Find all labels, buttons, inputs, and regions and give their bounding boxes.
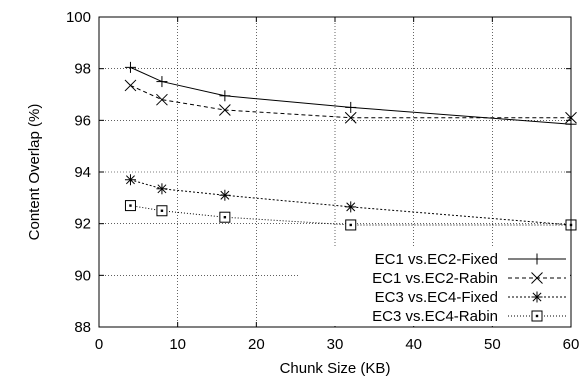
legend-entry: EC3 vs.EC4-Rabin [372, 308, 566, 325]
series-2 [124, 79, 577, 124]
asterisk-marker [124, 174, 136, 186]
y-tick-label: 92 [74, 216, 91, 233]
x-tick-label: 10 [169, 336, 186, 353]
data-point [345, 201, 357, 213]
x-tick-label: 30 [327, 336, 344, 353]
y-tick-label: 94 [74, 164, 91, 181]
square-marker [219, 211, 231, 223]
data-point [345, 101, 357, 113]
asterisk-marker [219, 189, 231, 201]
series-line [130, 66, 572, 125]
x-tick-label: 50 [484, 336, 501, 353]
data-point [345, 219, 357, 231]
x-axis-title: Chunk Size (KB) [280, 360, 391, 377]
cross-marker [124, 79, 137, 92]
x-tick-label: 40 [405, 336, 422, 353]
data-point [344, 111, 357, 124]
cross-marker [156, 93, 168, 106]
legend-entry: EC1 vs.EC2-Rabin [372, 270, 566, 287]
plus-marker [219, 90, 231, 102]
legend-label: EC3 vs.EC4-Fixed [375, 289, 498, 306]
y-tick-label: 98 [74, 61, 91, 78]
y-tick-label: 100 [66, 9, 91, 26]
legend-background [300, 248, 570, 326]
plus-marker [124, 61, 136, 73]
data-point [124, 174, 136, 186]
square-marker [124, 200, 136, 212]
data-point [156, 205, 168, 217]
y-tick-label: 90 [74, 267, 91, 284]
data-point [124, 79, 137, 92]
square-marker [531, 310, 543, 322]
legend: EC1 vs.EC2-Fixed EC1 vs.EC2-Rabin EC3 vs.E… [300, 248, 570, 326]
data-point [124, 61, 136, 73]
asterisk-marker [531, 291, 543, 303]
series-line [130, 205, 571, 226]
legend-label: EC3 vs.EC4-Rabin [372, 308, 498, 325]
data-point [219, 211, 231, 223]
plus-marker [156, 76, 168, 88]
plus-marker [345, 101, 357, 113]
y-tick-label: 88 [74, 319, 91, 336]
cross-marker [531, 272, 543, 284]
axis-ticks: 0 10 20 30 40 50 60 88 90 92 94 96 98 100 [66, 9, 579, 353]
series-lines [124, 61, 577, 231]
legend-label: EC1 vs.EC2-Fixed [375, 251, 498, 268]
data-point [219, 189, 231, 201]
legend-entry: EC1 vs.EC2-Fixed [375, 251, 566, 268]
asterisk-marker [156, 183, 168, 195]
data-point [124, 200, 136, 212]
x-tick-label: 20 [248, 336, 265, 353]
legend-entry: EC3 vs.EC4-Fixed [375, 289, 566, 306]
data-point [156, 76, 168, 88]
y-tick-label: 96 [74, 112, 91, 129]
square-marker [156, 205, 168, 217]
asterisk-marker [345, 201, 357, 213]
x-tick-label: 0 [95, 336, 103, 353]
legend-label: EC1 vs.EC2-Rabin [372, 270, 498, 287]
x-tick-label: 60 [563, 336, 580, 353]
cross-marker [219, 104, 231, 116]
y-axis-title: Content Overlap (%) [26, 104, 43, 241]
data-point [156, 183, 168, 195]
cross-marker [344, 111, 357, 124]
data-point [156, 93, 168, 106]
series-1 [124, 61, 577, 130]
data-point [219, 90, 231, 102]
square-marker [345, 219, 357, 231]
plus-marker [531, 253, 543, 265]
data-point [219, 104, 231, 116]
plot-frame [98, 16, 572, 328]
